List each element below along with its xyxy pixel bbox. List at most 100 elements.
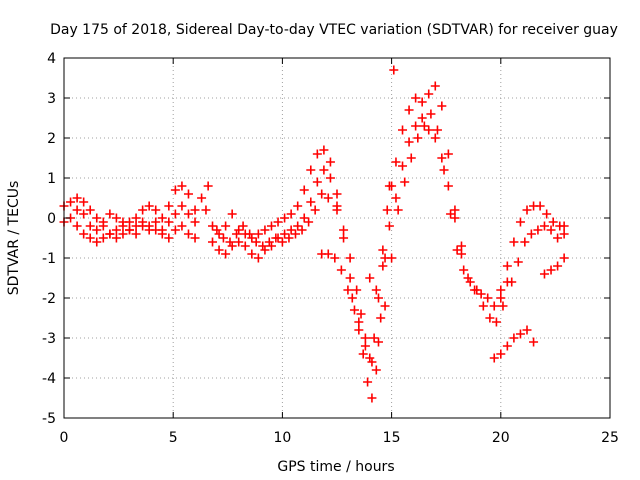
data-points [59, 65, 569, 403]
data-point [177, 181, 187, 191]
data-point [378, 245, 388, 255]
data-point [170, 225, 180, 235]
data-point [398, 161, 408, 171]
data-point [273, 217, 283, 227]
data-point [280, 229, 290, 239]
y-tick-label: 2 [47, 131, 56, 147]
data-point [443, 181, 453, 191]
data-point [380, 301, 390, 311]
data-point [218, 233, 228, 243]
data-point [72, 221, 82, 231]
data-point [247, 249, 257, 259]
data-point [118, 221, 128, 231]
series-track-m [539, 253, 569, 279]
data-point [260, 245, 270, 255]
data-point [437, 153, 447, 163]
axis-ticks [63, 57, 611, 419]
data-point [131, 213, 141, 223]
data-point [450, 205, 460, 215]
data-point [373, 337, 383, 347]
data-point [92, 237, 102, 247]
y-tick-label: 1 [47, 171, 56, 187]
data-point [446, 209, 456, 219]
data-point [306, 197, 316, 207]
data-point [389, 65, 399, 75]
data-point [509, 237, 519, 247]
data-point [131, 229, 141, 239]
data-point [382, 205, 392, 215]
data-point [515, 329, 525, 339]
series-track-h [332, 81, 512, 363]
data-point [190, 233, 200, 243]
data-point [330, 253, 340, 263]
data-point [391, 157, 401, 167]
data-point [183, 209, 193, 219]
data-point [546, 265, 556, 275]
data-point [79, 209, 89, 219]
data-point [170, 209, 180, 219]
data-point [232, 229, 242, 239]
data-point [177, 221, 187, 231]
data-point [539, 269, 549, 279]
data-point [345, 273, 355, 283]
data-point [539, 221, 549, 231]
data-point [125, 225, 135, 235]
y-tick-label: -4 [42, 371, 56, 387]
data-point [258, 241, 268, 251]
data-point [72, 205, 82, 215]
data-point [284, 233, 294, 243]
data-point [520, 237, 530, 247]
data-point [234, 225, 244, 235]
data-point [164, 233, 174, 243]
data-point [208, 237, 218, 247]
x-tick-label: 20 [492, 430, 510, 446]
data-point [336, 265, 346, 275]
data-point [310, 205, 320, 215]
data-point [371, 365, 381, 375]
data-point [522, 325, 532, 335]
data-point [502, 341, 512, 351]
data-point [151, 225, 161, 235]
data-point [384, 221, 394, 231]
data-point [79, 229, 89, 239]
data-point [264, 237, 274, 247]
data-point [522, 205, 532, 215]
x-axis-label: GPS time / hours [277, 459, 394, 475]
data-point [225, 237, 235, 247]
data-point [430, 133, 440, 143]
data-point [542, 209, 552, 219]
data-point [432, 125, 442, 135]
series-track-c [72, 221, 200, 247]
y-axis-label: SDTVAR / TECUs [6, 181, 22, 296]
data-point [183, 229, 193, 239]
y-tick-label: 3 [47, 91, 56, 107]
plot-frame [63, 57, 611, 419]
data-point [332, 205, 342, 215]
data-point [111, 233, 121, 243]
data-point [164, 217, 174, 227]
data-point [157, 213, 167, 223]
data-point [118, 229, 128, 239]
data-point [319, 145, 329, 155]
data-point [485, 313, 495, 323]
data-point [367, 357, 377, 367]
data-point [291, 229, 301, 239]
data-point [240, 241, 250, 251]
data-point [251, 237, 261, 247]
data-point [293, 201, 303, 211]
data-point [339, 233, 349, 243]
data-point [98, 233, 108, 243]
data-point [515, 217, 525, 227]
data-point [323, 193, 333, 203]
data-point [365, 273, 375, 283]
data-point [507, 277, 517, 287]
y-tick-label: -1 [42, 251, 56, 267]
series-track-i [347, 109, 508, 367]
data-point [343, 285, 353, 295]
data-point [391, 193, 401, 203]
data-point [478, 301, 488, 311]
data-point [253, 229, 263, 239]
data-point [413, 133, 423, 143]
data-point [66, 197, 76, 207]
data-point [280, 213, 290, 223]
